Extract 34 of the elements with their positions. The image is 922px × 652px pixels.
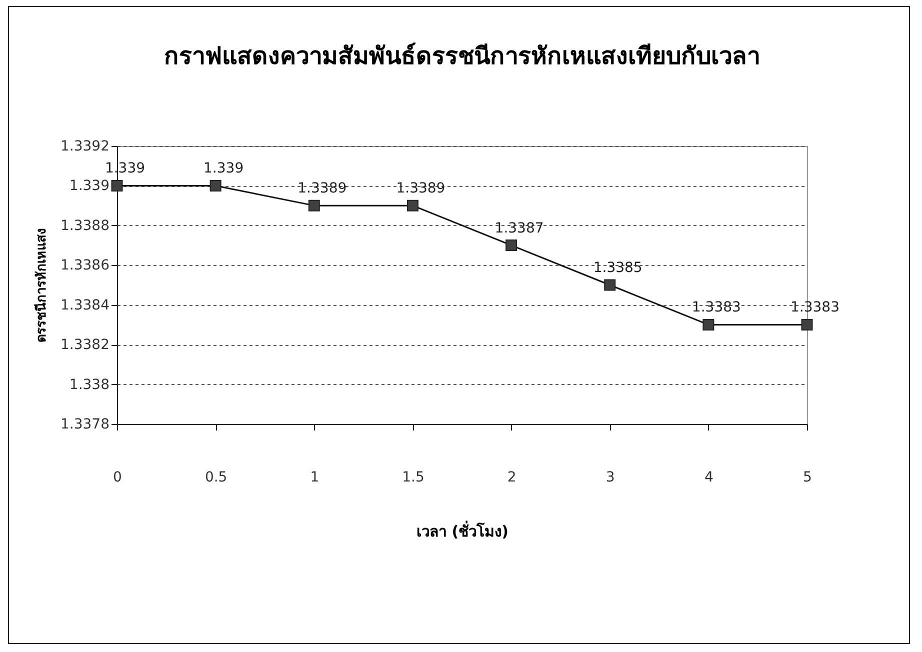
y-axis-title: ดรรชนีการหักเหแสง [34, 228, 50, 342]
x-tick-label: 0 [113, 470, 122, 486]
data-label: 1.3385 [593, 260, 642, 276]
y-tick-label: 1.339 [69, 178, 110, 194]
data-label: 1.3387 [494, 220, 544, 236]
y-tick-label: 1.3378 [60, 416, 110, 432]
data-label: 1.3383 [790, 300, 840, 316]
data-label: 1.3383 [692, 300, 741, 316]
x-tick-label: 5 [803, 470, 812, 486]
point [702, 318, 714, 330]
y-tick-label: 1.3388 [60, 218, 110, 234]
point [506, 240, 518, 252]
y-tick-label: 1.3386 [60, 258, 110, 274]
x-tick-label: 3 [606, 470, 615, 486]
y-tick-label: 1.3384 [60, 297, 110, 314]
x-tick-label: 0.5 [204, 470, 228, 486]
data-label: 1.3389 [298, 180, 347, 197]
x-tick-label: 1.5 [402, 470, 424, 486]
point [308, 200, 320, 212]
y-tick-label: 1.3382 [60, 337, 110, 354]
x-tick-label: 1 [310, 470, 320, 486]
y-tick-label: 1.338 [69, 376, 110, 393]
point [406, 200, 418, 212]
point [604, 279, 616, 291]
chart-title: กราฟแสดงความสัมพันธ์ดรรชนีการหักเหแสงเทียบกับเวลา [164, 42, 760, 70]
point [210, 180, 222, 192]
data-label: 1.3389 [396, 180, 446, 197]
x-axis-title: เวลา (ชั่วโมง) [416, 520, 508, 540]
y-tick-label: 1.3392 [60, 138, 110, 154]
point [801, 318, 813, 330]
x-tick-label: 2 [507, 470, 516, 486]
x-tick-label: 4 [704, 470, 714, 486]
point [111, 180, 123, 192]
data-label: 1.339 [204, 160, 244, 177]
